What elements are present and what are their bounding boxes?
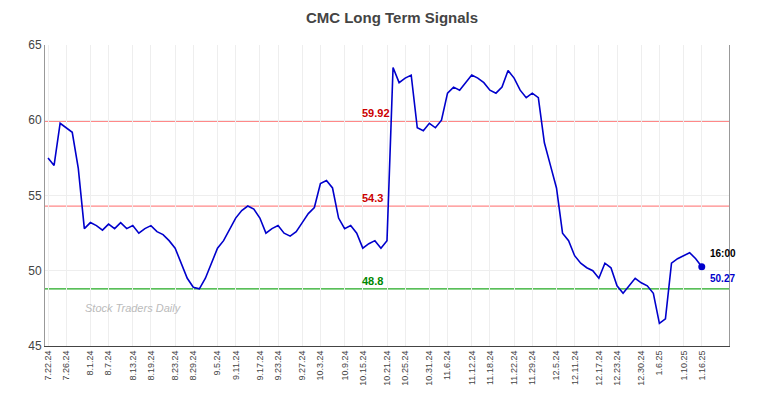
- svg-text:8.7.24: 8.7.24: [103, 351, 113, 376]
- svg-text:8.29.24: 8.29.24: [188, 351, 198, 381]
- svg-text:50: 50: [28, 264, 42, 278]
- svg-text:54.3: 54.3: [362, 192, 383, 204]
- svg-text:Stock Traders Daily: Stock Traders Daily: [85, 302, 182, 314]
- svg-text:9.11.24: 9.11.24: [231, 351, 241, 380]
- svg-text:9.5.24: 9.5.24: [212, 351, 222, 376]
- svg-text:50.27: 50.27: [710, 273, 735, 284]
- svg-text:7.22.24: 7.22.24: [43, 351, 53, 381]
- svg-text:1.6.25: 1.6.25: [654, 351, 664, 376]
- svg-text:10.31.24: 10.31.24: [424, 351, 434, 386]
- svg-text:12.5.24: 12.5.24: [551, 351, 561, 381]
- svg-text:10.3.24: 10.3.24: [315, 351, 325, 381]
- svg-text:10.25.24: 10.25.24: [400, 351, 410, 386]
- svg-text:10.21.24: 10.21.24: [382, 351, 392, 386]
- svg-text:65: 65: [28, 38, 42, 52]
- svg-text:12.17.24: 12.17.24: [594, 351, 604, 386]
- svg-text:11.29.24: 11.29.24: [527, 351, 537, 385]
- svg-text:11.12.24: 11.12.24: [467, 351, 477, 385]
- svg-text:11.18.24: 11.18.24: [485, 351, 495, 385]
- svg-text:7.26.24: 7.26.24: [61, 351, 71, 381]
- svg-text:1.16.25: 1.16.25: [697, 351, 707, 381]
- svg-text:10.15.24: 10.15.24: [358, 351, 368, 386]
- svg-text:9.17.24: 9.17.24: [255, 351, 265, 381]
- svg-text:12.23.24: 12.23.24: [612, 351, 622, 386]
- svg-text:9.23.24: 9.23.24: [273, 351, 283, 381]
- svg-text:45: 45: [28, 339, 42, 353]
- svg-text:8.13.24: 8.13.24: [128, 351, 138, 381]
- svg-text:16:00: 16:00: [710, 248, 736, 259]
- svg-text:9.27.24: 9.27.24: [297, 351, 307, 381]
- svg-text:8.1.24: 8.1.24: [85, 351, 95, 376]
- svg-text:59.92: 59.92: [362, 107, 390, 119]
- svg-text:10.9.24: 10.9.24: [340, 351, 350, 381]
- svg-text:12.30.24: 12.30.24: [636, 351, 646, 386]
- svg-text:11.6.24: 11.6.24: [442, 351, 452, 380]
- svg-text:48.8: 48.8: [362, 275, 383, 287]
- svg-text:11.22.24: 11.22.24: [509, 351, 519, 385]
- svg-text:CMC Long Term Signals: CMC Long Term Signals: [306, 9, 478, 26]
- svg-text:12.11.24: 12.11.24: [570, 351, 580, 385]
- svg-text:8.23.24: 8.23.24: [170, 351, 180, 381]
- svg-text:1.10.25: 1.10.25: [679, 351, 689, 381]
- svg-text:8.19.24: 8.19.24: [146, 351, 156, 381]
- svg-text:60: 60: [28, 113, 42, 127]
- svg-text:55: 55: [28, 189, 42, 203]
